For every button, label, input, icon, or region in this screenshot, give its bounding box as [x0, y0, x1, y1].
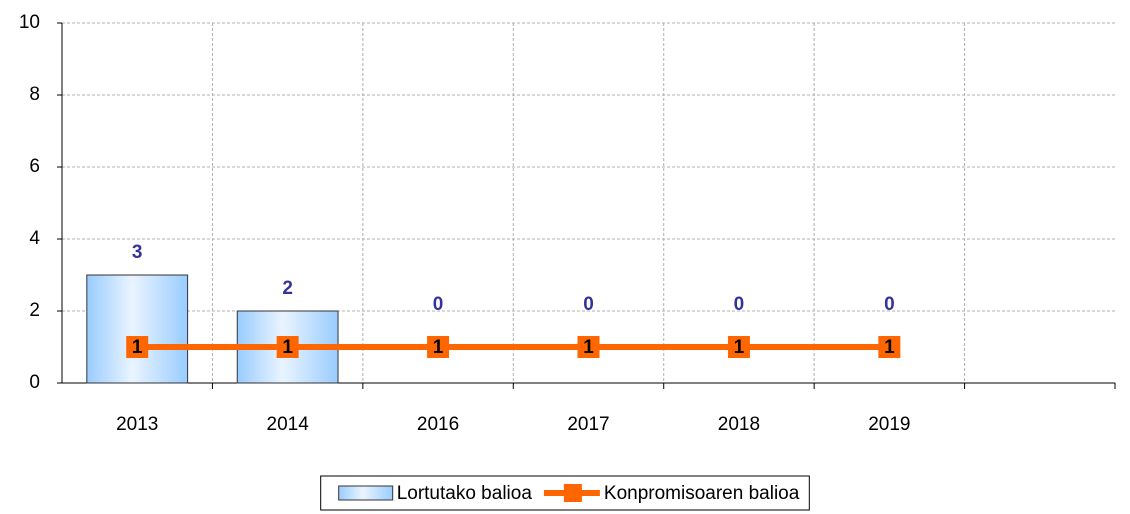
y-tick-label: 8 — [29, 84, 40, 105]
legend-swatch — [338, 485, 394, 501]
x-tick-label: 2018 — [718, 414, 760, 435]
bar-value-label: 0 — [583, 294, 594, 315]
line-marker — [727, 336, 750, 358]
line-marker — [276, 336, 299, 358]
line-value-label: 1 — [583, 337, 594, 358]
line-marker — [126, 336, 149, 358]
bar-value-label: 2 — [282, 278, 293, 299]
line-value-label: 1 — [433, 337, 444, 358]
legend-label: Konpromisoaren balioa — [604, 483, 800, 504]
bar-value-label: 0 — [433, 294, 444, 315]
y-tick-label: 0 — [29, 372, 40, 393]
y-tick-label: 2 — [29, 300, 40, 321]
line-value-label: 1 — [884, 337, 895, 358]
bar-value-label: 3 — [132, 242, 143, 263]
legend-swatch-marker — [563, 484, 582, 502]
x-tick-label: 2014 — [267, 414, 310, 435]
bar-value-label: 0 — [884, 294, 895, 315]
line-marker — [427, 336, 450, 358]
x-tick-label: 2017 — [567, 414, 609, 435]
x-tick-label: 2013 — [116, 414, 158, 435]
line-value-label: 1 — [132, 337, 143, 358]
y-tick-label: 6 — [29, 156, 40, 177]
y-tick-label: 10 — [19, 12, 40, 33]
bar — [86, 274, 189, 384]
x-tick-label: 2016 — [417, 414, 459, 435]
y-tick-label: 4 — [29, 228, 40, 249]
line-value-label: 1 — [282, 337, 293, 358]
line-marker — [577, 336, 600, 358]
x-tick-label: 2019 — [868, 414, 910, 435]
line-value-label: 1 — [734, 337, 745, 358]
legend-label: Lortutako balioa — [397, 483, 533, 504]
bar-value-label: 0 — [734, 294, 745, 315]
line-marker — [878, 336, 901, 358]
legend: Lortutako balioa Konpromisoaren balioa — [320, 475, 810, 511]
